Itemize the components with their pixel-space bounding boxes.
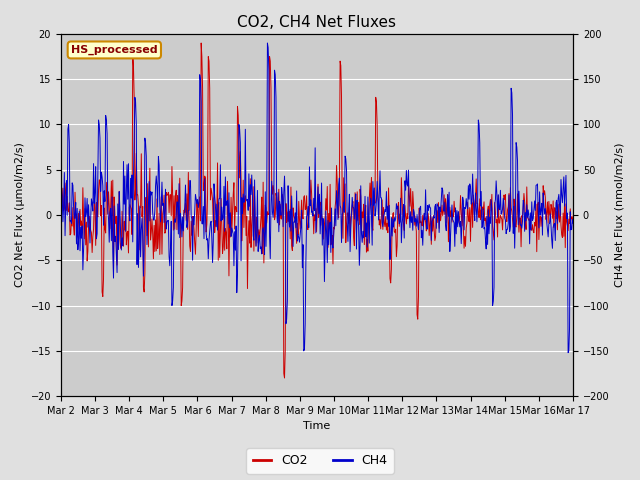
Y-axis label: CO2 Net Flux (μmol/m2/s): CO2 Net Flux (μmol/m2/s) bbox=[15, 143, 25, 288]
CH4 bbox=[264, 40, 271, 46]
CO2 bbox=[57, 205, 65, 211]
CO2 bbox=[380, 220, 388, 226]
CH4 bbox=[171, 216, 179, 222]
Line: CO2: CO2 bbox=[61, 43, 573, 378]
CO2 bbox=[197, 40, 205, 46]
CO2 bbox=[171, 227, 179, 232]
CH4 bbox=[119, 243, 127, 249]
CO2 bbox=[569, 213, 577, 218]
CO2 bbox=[119, 223, 127, 228]
CH4 bbox=[66, 218, 74, 224]
CO2 bbox=[281, 375, 289, 381]
CO2 bbox=[199, 85, 207, 91]
Title: CO2, CH4 Net Fluxes: CO2, CH4 Net Fluxes bbox=[237, 15, 396, 30]
Text: HS_processed: HS_processed bbox=[71, 45, 157, 55]
CH4 bbox=[569, 220, 577, 226]
Legend: CO2, CH4: CO2, CH4 bbox=[246, 448, 394, 474]
CH4 bbox=[564, 350, 572, 356]
Line: CH4: CH4 bbox=[61, 43, 573, 353]
X-axis label: Time: Time bbox=[303, 421, 331, 432]
CH4 bbox=[57, 217, 65, 223]
CH4 bbox=[198, 221, 205, 227]
CO2 bbox=[396, 224, 403, 229]
Y-axis label: CH4 Net Flux (nmol/m2/s): CH4 Net Flux (nmol/m2/s) bbox=[615, 143, 625, 288]
CH4 bbox=[380, 214, 387, 219]
CH4 bbox=[395, 215, 403, 221]
CO2 bbox=[66, 232, 74, 238]
